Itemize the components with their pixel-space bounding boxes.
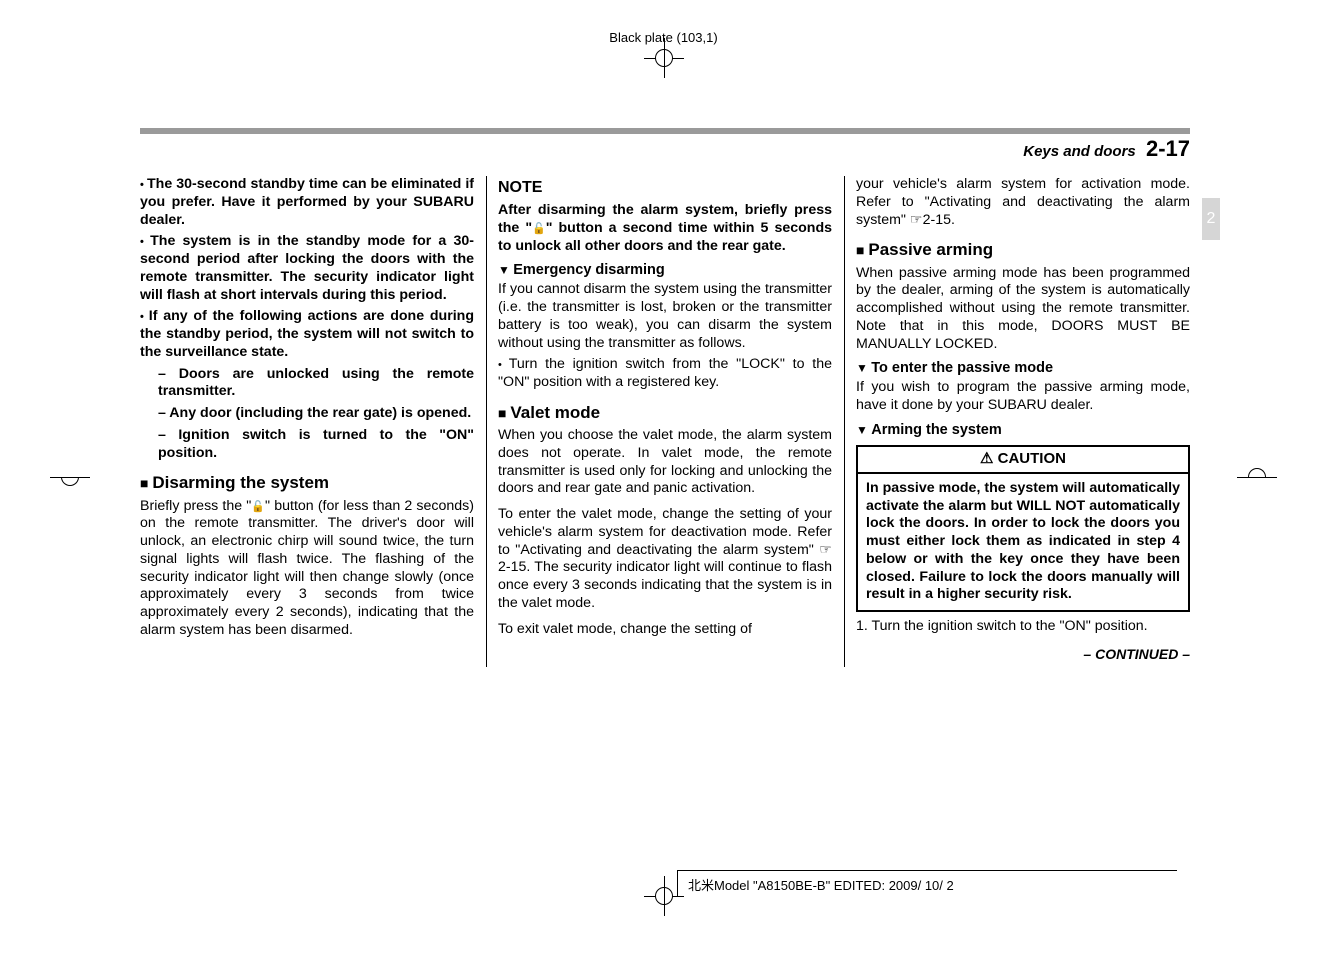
unlock-icon: 🔓 bbox=[532, 223, 546, 237]
crop-mark-left bbox=[50, 457, 90, 497]
body-text: When you choose the valet mode, the alar… bbox=[498, 427, 832, 498]
bullet-item: The system is in the standby mode for a … bbox=[140, 233, 474, 304]
caution-heading: CAUTION bbox=[858, 447, 1188, 474]
page-header: Keys and doors 2-17 bbox=[140, 136, 1190, 162]
body-text: When passive arming mode has been progra… bbox=[856, 265, 1190, 354]
body-text: If you cannot disarm the system using th… bbox=[498, 281, 832, 352]
body-text: To enter the valet mode, change the sett… bbox=[498, 506, 832, 613]
body-text: Briefly press the "🔓" button (for less t… bbox=[140, 498, 474, 640]
sub-item: – Ignition switch is turned to the "ON" … bbox=[140, 427, 474, 463]
page-number: 2-17 bbox=[1146, 136, 1190, 161]
heading-enter-passive: To enter the passive mode bbox=[856, 359, 1190, 377]
caution-box: CAUTION In passive mode, the system will… bbox=[856, 445, 1190, 612]
heading-emergency: Emergency disarming bbox=[498, 261, 832, 279]
step-text: 1. Turn the ignition switch to the "ON" … bbox=[856, 618, 1190, 636]
caution-body: In passive mode, the system will automat… bbox=[858, 474, 1188, 610]
unlock-icon: 🔓 bbox=[251, 501, 265, 515]
body-columns: The 30-second standby time can be elimin… bbox=[140, 176, 1190, 667]
chapter-tab: 2 bbox=[1202, 198, 1220, 240]
page-content: Keys and doors 2-17 2 The 30-second stan… bbox=[140, 128, 1190, 667]
sub-item: – Doors are unlocked using the remote tr… bbox=[140, 366, 474, 402]
heading-valet: Valet mode bbox=[498, 402, 832, 423]
sub-item: – Any door (including the rear gate) is … bbox=[140, 405, 474, 423]
heading-passive: Passive arming bbox=[856, 239, 1190, 260]
bullet-item: Turn the ignition switch from the "LOCK"… bbox=[498, 356, 832, 392]
crop-mark-right bbox=[1237, 457, 1277, 497]
heading-arming: Arming the system bbox=[856, 421, 1190, 439]
crop-mark-top bbox=[644, 38, 684, 78]
bullet-item: If any of the following actions are done… bbox=[140, 308, 474, 361]
header-rule bbox=[140, 128, 1190, 134]
note-heading: NOTE bbox=[498, 178, 832, 198]
body-text: your vehicle's alarm system for activati… bbox=[856, 176, 1190, 229]
section-title: Keys and doors bbox=[1023, 143, 1136, 160]
bullet-item: The 30-second standby time can be elimin… bbox=[140, 176, 474, 229]
continued-label: – CONTINUED – bbox=[856, 646, 1190, 664]
footer-info: 北米Model "A8150BE-B" EDITED: 2009/ 10/ 2 bbox=[677, 870, 1177, 896]
heading-disarming: Disarming the system bbox=[140, 472, 474, 493]
body-text: To exit valet mode, change the setting o… bbox=[498, 621, 832, 639]
note-body: After disarming the alarm system, briefl… bbox=[498, 202, 832, 255]
body-text: If you wish to program the passive armin… bbox=[856, 379, 1190, 415]
